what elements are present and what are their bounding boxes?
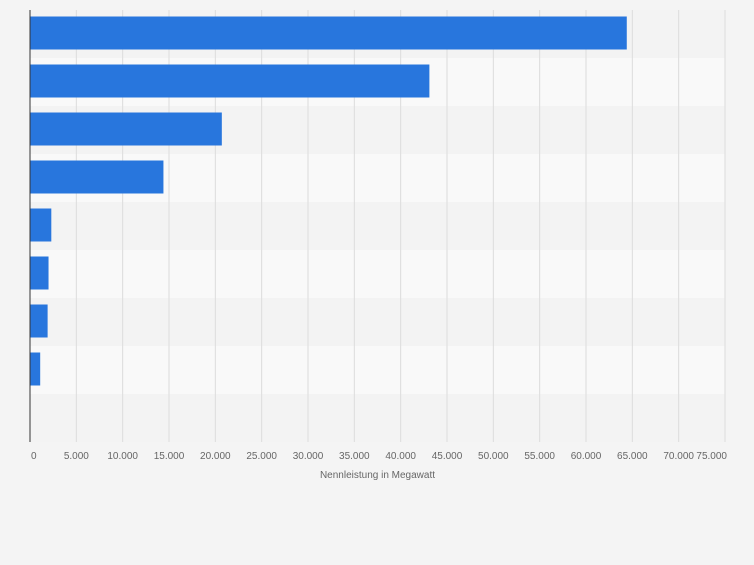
row-band	[30, 394, 725, 442]
bar[interactable]	[30, 352, 41, 386]
bars	[30, 16, 627, 386]
x-tick-label: 0	[31, 451, 37, 462]
x-tick-label: 55.000	[524, 451, 555, 462]
row-band	[30, 346, 725, 394]
x-tick-labels: 0 5.000 10.000 15.000 20.000 25.000 30.000 35.0…	[31, 451, 727, 462]
row-band	[30, 250, 725, 298]
x-tick-label: 10.000	[107, 451, 138, 462]
x-tick-label: 40.000	[385, 451, 416, 462]
x-tick-label: 45.000	[432, 451, 463, 462]
row-band	[30, 202, 725, 250]
x-tick-label: 75.000	[696, 451, 727, 462]
x-tick-label: 5.000	[64, 451, 89, 462]
bar[interactable]	[30, 64, 430, 98]
row-band	[30, 298, 725, 346]
bar[interactable]	[30, 304, 48, 338]
bar[interactable]	[30, 208, 52, 242]
x-tick-label: 70.000	[663, 451, 694, 462]
bar[interactable]	[30, 16, 627, 50]
x-tick-label: 20.000	[200, 451, 231, 462]
x-axis-label: Nennleistung in Megawatt	[320, 470, 435, 481]
x-tick-label: 65.000	[617, 451, 648, 462]
x-tick-label: 50.000	[478, 451, 509, 462]
x-tick-label: 60.000	[571, 451, 602, 462]
bar[interactable]	[30, 160, 164, 194]
bar[interactable]	[30, 256, 49, 290]
x-tick-label: 25.000	[246, 451, 277, 462]
x-tick-label: 15.000	[154, 451, 185, 462]
row-bands	[30, 10, 725, 442]
bar[interactable]	[30, 112, 222, 146]
x-tick-label: 30.000	[293, 451, 324, 462]
x-tick-label: 35.000	[339, 451, 370, 462]
